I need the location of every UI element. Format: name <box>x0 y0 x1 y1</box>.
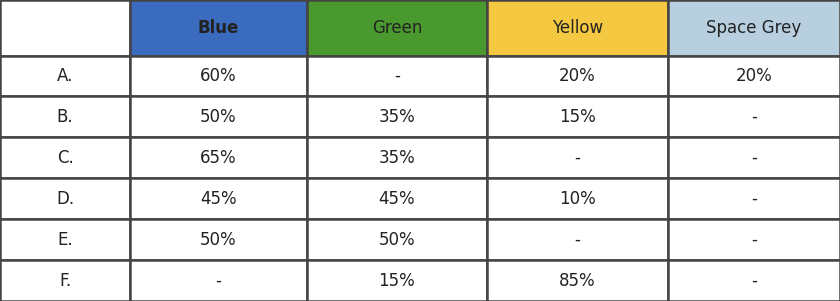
Text: 20%: 20% <box>736 67 772 85</box>
Bar <box>668 0 840 55</box>
Text: 20%: 20% <box>559 67 596 85</box>
Text: D.: D. <box>56 190 74 208</box>
Bar <box>307 260 487 301</box>
Bar <box>487 0 668 55</box>
Bar <box>668 178 840 219</box>
Text: 35%: 35% <box>379 149 415 167</box>
Bar <box>130 219 307 260</box>
Bar <box>668 260 840 301</box>
Bar <box>0 96 130 137</box>
Bar <box>487 55 668 96</box>
Bar <box>0 219 130 260</box>
Bar <box>307 219 487 260</box>
Bar <box>0 55 130 96</box>
Bar <box>668 96 840 137</box>
Text: 15%: 15% <box>379 272 415 290</box>
Bar <box>0 178 130 219</box>
Bar <box>668 55 840 96</box>
Bar <box>130 260 307 301</box>
Bar <box>307 178 487 219</box>
Bar <box>487 219 668 260</box>
Text: Green: Green <box>372 19 422 37</box>
Bar <box>487 260 668 301</box>
Text: -: - <box>751 149 757 167</box>
Text: F.: F. <box>59 272 71 290</box>
Text: C.: C. <box>57 149 73 167</box>
Text: -: - <box>751 272 757 290</box>
Text: -: - <box>394 67 400 85</box>
Text: E.: E. <box>57 231 73 249</box>
Bar <box>130 96 307 137</box>
Bar <box>487 96 668 137</box>
Bar <box>0 260 130 301</box>
Text: Blue: Blue <box>197 19 239 37</box>
Text: A.: A. <box>57 67 73 85</box>
Bar <box>307 0 487 55</box>
Text: -: - <box>216 272 221 290</box>
Text: -: - <box>751 108 757 126</box>
Text: Yellow: Yellow <box>552 19 603 37</box>
Text: 65%: 65% <box>200 149 237 167</box>
Bar <box>130 137 307 178</box>
Text: Space Grey: Space Grey <box>706 19 801 37</box>
Bar <box>307 96 487 137</box>
Bar <box>130 0 307 55</box>
Text: 35%: 35% <box>379 108 415 126</box>
Bar <box>130 55 307 96</box>
Text: -: - <box>575 149 580 167</box>
Text: 15%: 15% <box>559 108 596 126</box>
Bar <box>307 137 487 178</box>
Bar <box>130 178 307 219</box>
Text: 60%: 60% <box>200 67 237 85</box>
Text: B.: B. <box>57 108 73 126</box>
Bar <box>487 178 668 219</box>
Text: -: - <box>575 231 580 249</box>
Text: -: - <box>751 231 757 249</box>
Bar <box>0 0 130 55</box>
Text: 45%: 45% <box>200 190 237 208</box>
Text: 10%: 10% <box>559 190 596 208</box>
Text: 85%: 85% <box>559 272 596 290</box>
Bar <box>668 137 840 178</box>
Text: 50%: 50% <box>200 108 237 126</box>
Text: -: - <box>751 190 757 208</box>
Bar <box>307 55 487 96</box>
Bar <box>487 137 668 178</box>
Bar <box>668 219 840 260</box>
Text: 50%: 50% <box>379 231 415 249</box>
Bar <box>0 137 130 178</box>
Text: 50%: 50% <box>200 231 237 249</box>
Text: 45%: 45% <box>379 190 415 208</box>
